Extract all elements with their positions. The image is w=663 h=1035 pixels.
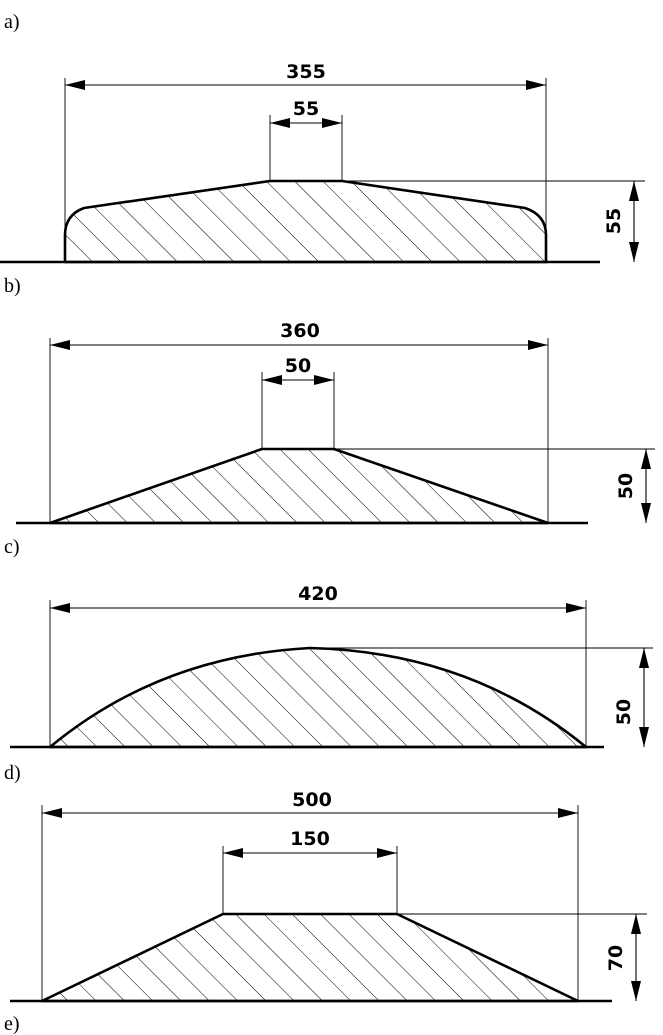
panel-a-hump-profile xyxy=(63,179,548,264)
panel-b-label: b) xyxy=(4,275,21,297)
panel-b-hump-profile xyxy=(48,447,550,525)
panel-a-overall-width-label: 355 xyxy=(286,61,326,83)
panel-d-overall-width-label: 500 xyxy=(292,789,332,811)
panel-b-crown-width-label: 50 xyxy=(285,355,311,377)
panel-d-height-dimension xyxy=(631,914,641,1001)
panel-d-label: d) xyxy=(4,762,21,784)
panel-c-overall-width-label: 420 xyxy=(298,583,338,605)
panel-d-height-label: 70 xyxy=(605,945,627,971)
panel-a-crown-dimension xyxy=(270,118,342,128)
panel-b-overall-dimension xyxy=(50,340,548,350)
panel-b: b) 360 50 50 xyxy=(4,275,655,525)
panel-c-height-dimension xyxy=(639,648,649,747)
panel-a-overall-dimension xyxy=(65,80,546,90)
panel-e-label: e) xyxy=(4,1013,20,1035)
panel-c: c) 420 50 xyxy=(4,536,653,749)
panel-c-hump-profile xyxy=(48,646,588,749)
panel-b-overall-width-label: 360 xyxy=(280,320,320,342)
panel-c-label: c) xyxy=(4,536,20,558)
panel-c-overall-dimension xyxy=(50,603,586,613)
panel-a-height-label: 55 xyxy=(603,208,625,234)
panel-a-crown-width-label: 55 xyxy=(293,98,319,120)
panel-d-crown-width-label: 150 xyxy=(290,828,330,850)
panel-d-hump-profile xyxy=(40,912,580,1003)
panel-d-overall-dimension xyxy=(42,808,578,818)
panel-b-crown-dimension xyxy=(262,375,334,385)
panel-a-height-dimension xyxy=(629,181,639,262)
panel-a: a) 355 55 55 xyxy=(0,11,645,264)
panel-c-height-label: 50 xyxy=(613,699,635,725)
panel-d-crown-dimension xyxy=(223,848,397,858)
panel-a-label: a) xyxy=(4,11,20,33)
panel-b-height-dimension xyxy=(641,449,651,523)
panel-d: d) 500 150 70 xyxy=(4,762,647,1003)
panel-b-height-label: 50 xyxy=(615,473,637,499)
